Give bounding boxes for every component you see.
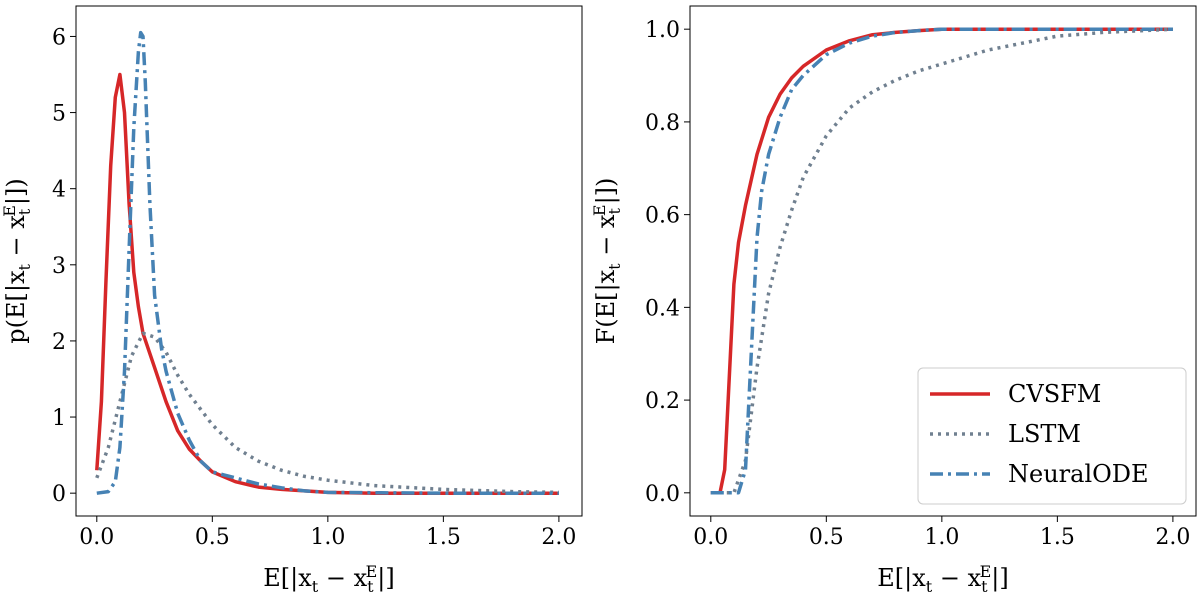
- left-series-line-lstm: [95, 331, 559, 495]
- left-panel-pdf: 0.0 0.5 1.0 1.5 2.0 0 1 2 3 4 5 6 E[|xt − xtE|] p(E[|…: [0, 5, 583, 596]
- right-y-tick-label: 0.8: [645, 111, 680, 136]
- right-y-tick-label: 0.4: [645, 296, 680, 321]
- right-y-tick-label: 0.0: [645, 482, 680, 507]
- right-x-axis-label: E[|xt − xtE|]: [877, 562, 1008, 596]
- left-x-tick-label: 1.5: [426, 525, 461, 550]
- left-axes-frame: [75, 5, 583, 517]
- left-y-tick-label: 2: [52, 330, 66, 355]
- left-x-axis-label: E[|xt − xtE|]: [263, 562, 394, 596]
- right-y-tick-label: 0.6: [645, 204, 680, 229]
- left-x-tick-label: 0.5: [195, 525, 230, 550]
- right-series-line-neuralode: [710, 27, 1173, 495]
- left-y-tick-label: 5: [52, 102, 66, 127]
- left-x-tick-label: 1.0: [310, 525, 345, 550]
- right-axes-frame: [689, 5, 1197, 517]
- right-x-tick-label: 2.0: [1155, 525, 1190, 550]
- right-y-tick-label: 0.2: [645, 389, 680, 414]
- left-series-line-cvsfm: [95, 72, 559, 495]
- legend-label-lstm: LSTM: [1008, 420, 1081, 448]
- left-y-tick-label: 1: [52, 406, 66, 431]
- left-series-line-neuralode: [96, 30, 559, 495]
- right-series-group: [710, 27, 1173, 495]
- left-y-axis-label: p(E[|xt − xtE|]): [0, 178, 34, 344]
- right-x-tick-label: 0.5: [809, 525, 844, 550]
- left-y-tick-label: 3: [52, 254, 66, 279]
- right-x-tick-label: 1.5: [1040, 525, 1075, 550]
- right-x-tick-label: 0.0: [693, 525, 728, 550]
- legend-label-cvsfm: CVSFM: [1008, 380, 1101, 408]
- left-x-tick-label: 2.0: [541, 525, 576, 550]
- legend-label-neuralode: NeuralODE: [1008, 460, 1149, 488]
- left-y-tick-label: 6: [52, 25, 66, 50]
- right-y-tick-label: 1.0: [645, 18, 680, 43]
- left-series-group: [95, 30, 559, 495]
- right-y-axis-label: F(E[|xt − xtE|]): [590, 178, 624, 345]
- legend: CVSFM LSTM NeuralODE: [917, 367, 1187, 505]
- left-y-tick-label: 4: [52, 178, 66, 203]
- left-y-tick-label: 0: [52, 482, 66, 507]
- legend-box: [917, 367, 1187, 505]
- left-x-tick-label: 0.0: [79, 525, 114, 550]
- right-panel-cdf: 0.0 0.5 1.0 1.5 2.0 0.0 0.2 0.4 0.6 0.8 1.0 E[|xt −…: [590, 5, 1197, 596]
- right-x-tick-label: 1.0: [924, 525, 959, 550]
